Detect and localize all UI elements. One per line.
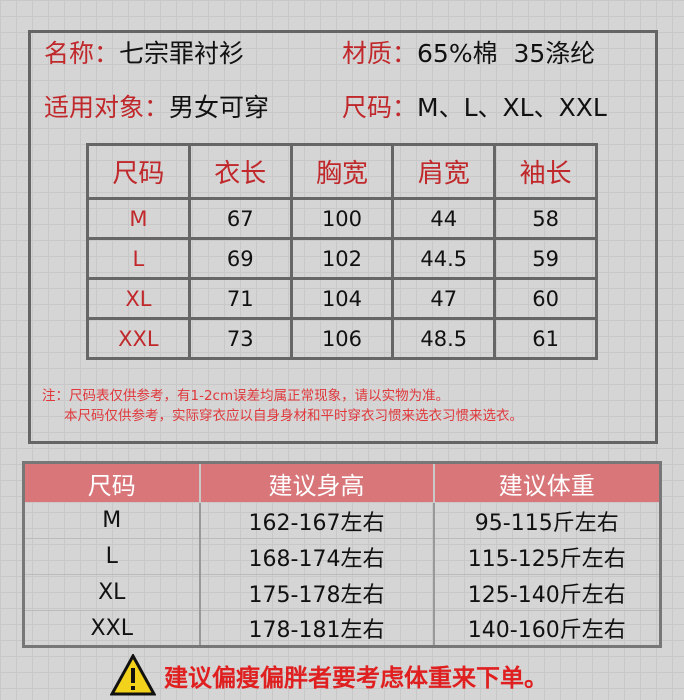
table-row: M 67 100 44 58 [86,197,598,240]
note-line-1: 注：尺码表仅供参考，有1-2cm误差均属正常现象，请以实物为准。 [42,388,450,404]
size-cell: M [86,197,191,240]
product-sizes: 尺码：M、L、XL、XXL [342,88,607,124]
note-line-2: 本尺码仅供参考，实际穿衣应以自身身材和平时穿衣习惯来选衣习惯来选衣。 [64,408,523,424]
value-cell: 104 [289,277,395,320]
fit-recommendation-table: 尺码 建议身高 建议体重 M 162-167左右 95-115斤左右 L 168-174… [22,461,662,648]
header-cell: 建议身高 [198,462,435,503]
value-cell: 162-167左右 [198,502,435,539]
size-label: 尺码： [342,93,418,122]
table-header-row: 尺码 建议身高 建议体重 [22,462,662,503]
value-cell: 67 [187,197,293,240]
header-cell: 胸宽 [289,143,395,200]
value-cell: 125-140斤左右 [432,574,662,611]
value-cell: 48.5 [391,317,497,360]
header-cell: 袖长 [493,143,598,200]
value-cell: 71 [187,277,293,320]
value-cell: 106 [289,317,395,360]
size-cell: XXL [22,610,201,647]
size-cell: XXL [86,317,191,360]
header-cell: 尺码 [86,143,191,200]
target-value: 男女可穿 [169,93,270,122]
header-cell: 衣长 [187,143,293,200]
table-header-row: 尺码 衣长 胸宽 肩宽 袖长 [86,143,598,200]
value-cell: 115-125斤左右 [432,538,662,575]
name-value: 七宗罪衬衫 [119,39,245,68]
size-cell: L [86,237,191,280]
table-row: XXL 73 106 48.5 61 [86,317,598,360]
material-label: 材质： [342,39,418,68]
product-name: 名称：七宗罪衬衫 [44,34,244,70]
warning-banner: 建议偏瘦偏胖者要考虑体重来下单。 [110,654,548,696]
value-cell: 59 [493,237,598,280]
size-cell: M [22,502,201,539]
product-target: 适用对象：男女可穿 [44,88,269,124]
header-cell: 肩宽 [391,143,497,200]
size-measurement-table: 尺码 衣长 胸宽 肩宽 袖长 M 67 100 44 58 L 69 102 44.5 59 XL 7… [86,143,598,360]
name-label: 名称： [44,39,120,68]
value-cell: 61 [493,317,598,360]
value-cell: 69 [187,237,293,280]
value-cell: 58 [493,197,598,240]
product-material: 材质：65%棉 35涤纶 [342,34,595,70]
size-cell: XL [22,574,201,611]
size-cell: XL [86,277,191,320]
table-row: M 162-167左右 95-115斤左右 [22,502,662,539]
product-info-box [28,30,658,444]
value-cell: 60 [493,277,598,320]
value-cell: 102 [289,237,395,280]
value-cell: 44.5 [391,237,497,280]
table-row: XXL 178-181左右 140-160斤左右 [22,610,662,647]
table-row: XL 175-178左右 125-140斤左右 [22,574,662,611]
warning-triangle-icon [110,654,156,696]
warning-text: 建议偏瘦偏胖者要考虑体重来下单。 [164,663,548,692]
value-cell: 140-160斤左右 [432,610,662,647]
table-row: L 168-174左右 115-125斤左右 [22,538,662,575]
value-cell: 73 [187,317,293,360]
value-cell: 44 [391,197,497,240]
table-row: XL 71 104 47 60 [86,277,598,320]
header-cell: 尺码 [22,462,201,503]
table-row: L 69 102 44.5 59 [86,237,598,280]
size-cell: L [22,538,201,575]
target-label: 适用对象： [44,93,170,122]
header-cell: 建议体重 [432,462,662,503]
value-cell: 47 [391,277,497,320]
value-cell: 100 [289,197,395,240]
value-cell: 178-181左右 [198,610,435,647]
material-value: 65%棉 35涤纶 [417,39,596,68]
value-cell: 168-174左右 [198,538,435,575]
value-cell: 175-178左右 [198,574,435,611]
size-value: M、L、XL、XXL [417,93,607,122]
value-cell: 95-115斤左右 [432,502,662,539]
